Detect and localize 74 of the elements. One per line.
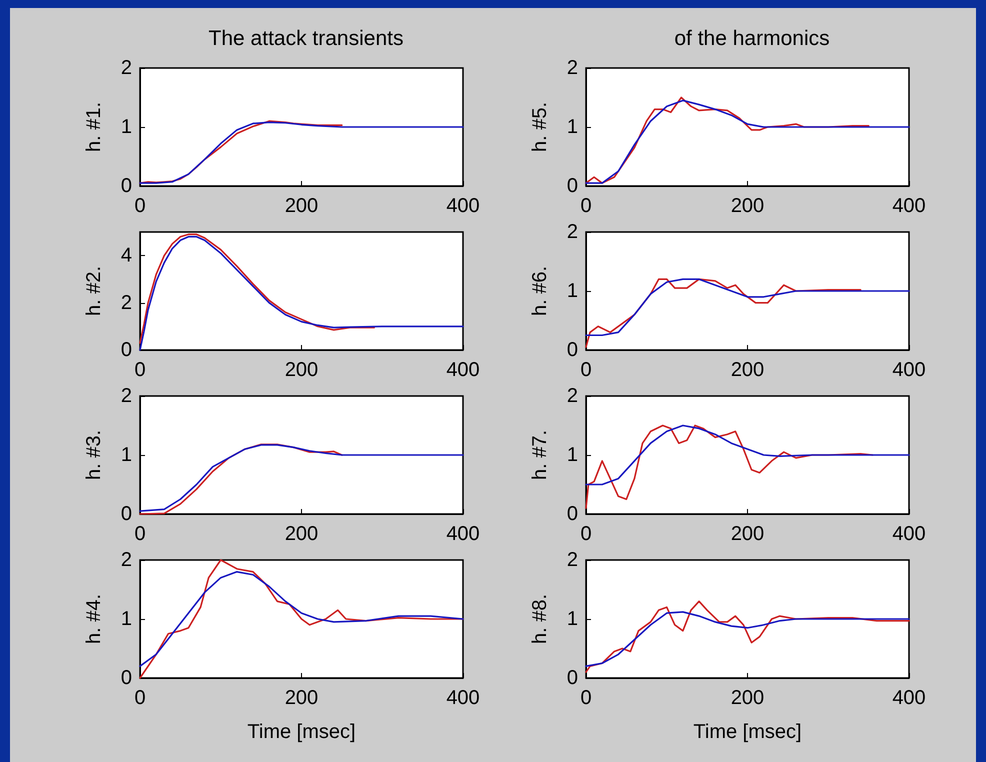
- x-tick-label: 200: [730, 523, 764, 545]
- line-series: [585, 600, 910, 673]
- x-tick-label: 0: [134, 195, 146, 217]
- y-axis-title: h. #7.: [529, 430, 551, 480]
- x-tick-label: 200: [284, 195, 318, 217]
- y-tick-label: 0: [120, 175, 132, 197]
- y-axis-title: h. #6.: [529, 266, 551, 316]
- x-tick-label: 200: [730, 195, 764, 217]
- y-axis-title: h. #1.: [83, 102, 105, 152]
- y-tick-label: 2: [120, 385, 132, 407]
- x-tick-label: 400: [446, 195, 480, 217]
- y-axis-title: h. #2.: [83, 266, 105, 316]
- chart-title: of the harmonics: [674, 27, 830, 50]
- y-tick-label: 2: [120, 57, 132, 79]
- y-tick-label: 0: [566, 339, 578, 361]
- x-tick-label: 0: [580, 195, 592, 217]
- x-tick-label: 400: [892, 687, 926, 709]
- x-tick-label: 200: [730, 687, 764, 709]
- y-tick-label: 1: [566, 608, 578, 630]
- line-series: [139, 120, 343, 184]
- x-tick-label: 400: [892, 359, 926, 381]
- line-series: [585, 278, 910, 336]
- x-tick-label: 200: [730, 359, 764, 381]
- y-tick-label: 0: [120, 339, 132, 361]
- line-series: [139, 234, 375, 344]
- y-tick-label: 2: [120, 292, 132, 314]
- y-tick-label: 2: [120, 549, 132, 571]
- x-tick-label: 200: [284, 687, 318, 709]
- line-series: [139, 571, 464, 667]
- x-tick-label: 400: [892, 195, 926, 217]
- x-tick-label: 400: [446, 523, 480, 545]
- line-series: [585, 611, 910, 667]
- line-series: [585, 278, 862, 348]
- y-tick-label: 1: [120, 116, 132, 138]
- line-series: [139, 444, 343, 515]
- x-tick-label: 0: [580, 523, 592, 545]
- line-series: [139, 559, 464, 679]
- y-tick-label: 1: [120, 608, 132, 630]
- y-tick-label: 1: [566, 116, 578, 138]
- y-axis-title: h. #8.: [529, 594, 551, 644]
- line-series: [139, 236, 464, 351]
- x-axis-title: Time [msec]: [247, 721, 356, 743]
- x-tick-label: 400: [446, 687, 480, 709]
- y-tick-label: 1: [566, 444, 578, 466]
- y-tick-label: 2: [566, 549, 578, 571]
- line-series: [139, 444, 464, 512]
- x-tick-label: 0: [580, 687, 592, 709]
- x-tick-label: 0: [134, 359, 146, 381]
- x-axis-title: Time [msec]: [693, 721, 802, 743]
- line-series: [585, 424, 910, 486]
- x-tick-label: 400: [892, 523, 926, 545]
- y-tick-label: 0: [120, 503, 132, 525]
- y-tick-label: 2: [566, 385, 578, 407]
- chart-title: The attack transients: [208, 27, 404, 50]
- x-tick-label: 200: [284, 523, 318, 545]
- y-tick-label: 0: [120, 667, 132, 689]
- y-tick-label: 0: [566, 667, 578, 689]
- x-tick-label: 400: [446, 359, 480, 381]
- y-tick-label: 4: [120, 244, 132, 267]
- y-axis-title: h. #3.: [83, 430, 105, 480]
- x-tick-label: 0: [580, 359, 592, 381]
- line-series: [585, 100, 910, 184]
- x-tick-label: 0: [134, 523, 146, 545]
- line-series: [139, 121, 464, 184]
- y-tick-label: 1: [566, 280, 578, 302]
- y-axis-title: h. #5.: [529, 102, 551, 152]
- y-tick-label: 1: [120, 444, 132, 466]
- x-tick-label: 200: [284, 359, 318, 381]
- y-tick-label: 2: [566, 57, 578, 79]
- y-tick-label: 0: [566, 175, 578, 197]
- y-axis-title: h. #4.: [83, 594, 105, 644]
- y-tick-label: 2: [566, 221, 578, 243]
- y-tick-label: 0: [566, 503, 578, 525]
- x-tick-label: 0: [134, 687, 146, 709]
